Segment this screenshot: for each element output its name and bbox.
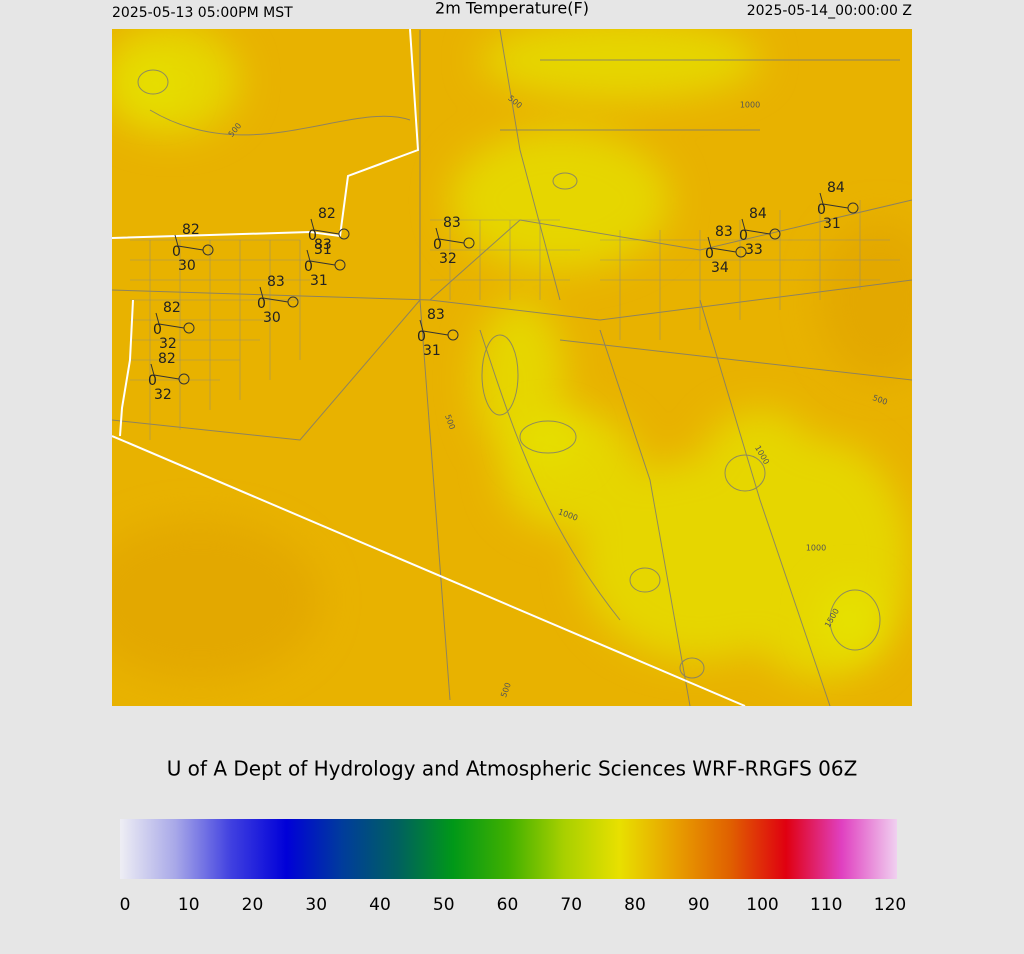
station-temp: 83 bbox=[267, 274, 285, 290]
station-barb bbox=[155, 312, 160, 325]
station-barb bbox=[422, 330, 449, 336]
station-dew: 32 bbox=[154, 387, 172, 403]
station-dew: 34 bbox=[711, 260, 729, 276]
station-temp: 82 bbox=[182, 222, 200, 238]
station-dew: 31 bbox=[314, 242, 332, 258]
station-barb bbox=[313, 229, 340, 235]
colorbar-tick-label: 60 bbox=[497, 895, 519, 915]
station-calm: 0 bbox=[172, 244, 181, 260]
station-temp: 83 bbox=[715, 224, 733, 240]
station-dew: 32 bbox=[159, 336, 177, 352]
station-barb bbox=[309, 260, 336, 266]
station-calm: 0 bbox=[739, 228, 748, 244]
station-dew: 31 bbox=[823, 216, 841, 232]
station-temp: 83 bbox=[427, 307, 445, 323]
station-barb bbox=[150, 363, 155, 376]
station-barb bbox=[822, 203, 849, 209]
station-temp: 84 bbox=[749, 206, 767, 222]
colorbar-tick-label: 70 bbox=[560, 895, 582, 915]
station-barb bbox=[419, 319, 424, 332]
colorbar-tick-label: 100 bbox=[746, 895, 778, 915]
station-calm: 0 bbox=[148, 373, 157, 389]
station-calm: 0 bbox=[153, 322, 162, 338]
station-calm: 0 bbox=[705, 246, 714, 262]
colorbar-tick-label: 20 bbox=[242, 895, 264, 915]
contour-label: 1000 bbox=[806, 544, 826, 553]
station-barb bbox=[707, 236, 712, 249]
station-temp: 82 bbox=[163, 300, 181, 316]
station-dew: 31 bbox=[310, 273, 328, 289]
station-dew: 33 bbox=[745, 242, 763, 258]
colorbar bbox=[120, 819, 897, 879]
credit: U of A Dept of Hydrology and Atmospheric… bbox=[167, 757, 858, 781]
station-barb bbox=[259, 286, 264, 299]
station-temp: 82 bbox=[158, 351, 176, 367]
station-barb bbox=[174, 234, 179, 247]
station-barb bbox=[306, 249, 311, 262]
station-calm: 0 bbox=[433, 237, 442, 253]
colorbar-tick-label: 0 bbox=[120, 895, 131, 915]
station-calm: 0 bbox=[817, 202, 826, 218]
colorbar-tick-label: 120 bbox=[874, 895, 906, 915]
station-dew: 31 bbox=[423, 343, 441, 359]
station-calm: 0 bbox=[417, 329, 426, 345]
station-barb bbox=[158, 323, 185, 329]
station-barb bbox=[177, 245, 204, 251]
station-barb bbox=[435, 227, 440, 240]
colorbar-tick-label: 50 bbox=[433, 895, 455, 915]
station-barb bbox=[741, 218, 746, 231]
station-calm: 0 bbox=[304, 259, 313, 275]
station-temp: 82 bbox=[318, 206, 336, 222]
station-temp: 83 bbox=[443, 215, 461, 231]
station-barb bbox=[153, 374, 180, 380]
station-calm: 0 bbox=[257, 296, 266, 312]
valid-time: 2025-05-13 05:00PM MST bbox=[112, 5, 293, 21]
station-dew: 32 bbox=[439, 251, 457, 267]
station-barb bbox=[262, 297, 289, 303]
station-dew: 30 bbox=[178, 258, 196, 274]
station-barb bbox=[710, 247, 737, 253]
station-dew: 30 bbox=[263, 310, 281, 326]
station-barb bbox=[819, 192, 824, 205]
station-temp: 84 bbox=[827, 180, 845, 196]
station-barb bbox=[438, 238, 465, 244]
map-title: 2m Temperature(F) bbox=[435, 0, 589, 18]
init-time: 2025-05-14_00:00:00 Z bbox=[747, 3, 912, 19]
colorbar-tick-label: 40 bbox=[369, 895, 391, 915]
station-temp: 83 bbox=[314, 237, 332, 253]
colorbar-tick-label: 30 bbox=[305, 895, 327, 915]
colorbar-tick-label: 10 bbox=[178, 895, 200, 915]
station-barb bbox=[744, 229, 771, 235]
colorbar-tick-label: 80 bbox=[624, 895, 646, 915]
station-barb bbox=[310, 218, 315, 231]
colorbar-tick-label: 90 bbox=[688, 895, 710, 915]
colorbar-tick-label: 110 bbox=[810, 895, 842, 915]
contour-label: 1000 bbox=[740, 101, 760, 110]
map bbox=[112, 29, 912, 706]
station-calm: 0 bbox=[308, 228, 317, 244]
